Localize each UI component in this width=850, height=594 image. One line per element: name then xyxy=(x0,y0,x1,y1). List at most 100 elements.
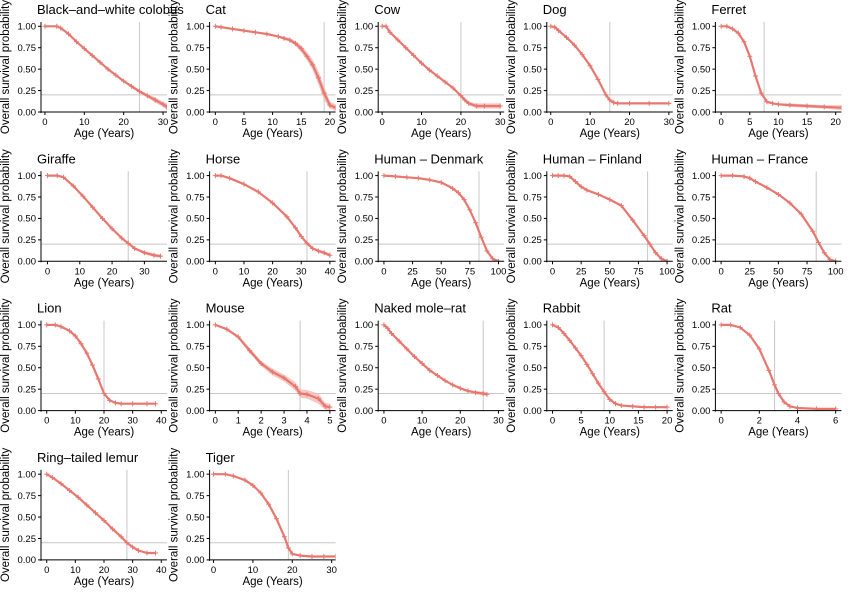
y-axis-label: Overall survival probability xyxy=(169,448,181,582)
x-tick-label: 20 xyxy=(456,117,467,128)
x-tick-label: 15 xyxy=(802,117,813,128)
censor-mark xyxy=(258,490,264,496)
x-axis-label: Age (Years) xyxy=(748,277,808,289)
y-tick-label: 0.50 xyxy=(355,214,374,225)
censor-mark xyxy=(626,100,632,106)
censor-mark xyxy=(490,256,496,262)
censor-mark xyxy=(58,25,64,31)
censor-mark xyxy=(293,40,299,46)
censor-mark xyxy=(58,324,64,330)
x-tick-label: 0 xyxy=(213,266,218,277)
x-tick-label: 10 xyxy=(585,117,596,128)
censor-mark xyxy=(630,403,636,409)
x-tick-label: 20 xyxy=(118,117,129,128)
confidence-band xyxy=(552,175,668,262)
x-tick-label: 75 xyxy=(633,266,644,277)
censor-mark xyxy=(838,105,842,111)
y-tick-label: 0.25 xyxy=(18,86,37,97)
y-tick-label: 0.00 xyxy=(18,555,37,566)
censor-mark xyxy=(275,34,281,40)
censor-mark xyxy=(601,389,607,395)
censor-mark xyxy=(107,397,113,403)
censor-mark xyxy=(144,93,150,99)
x-tick-label: 50 xyxy=(605,266,616,277)
censor-mark xyxy=(247,348,253,354)
censor-mark xyxy=(618,402,624,408)
panel-title: Tiger xyxy=(206,450,236,465)
x-tick-label: 25 xyxy=(407,266,418,277)
censor-mark xyxy=(84,502,90,508)
censor-mark xyxy=(775,390,781,396)
y-tick-label: 0.00 xyxy=(186,257,205,268)
censor-mark xyxy=(333,553,336,559)
censor-mark xyxy=(44,471,50,477)
censor-mark xyxy=(304,391,310,397)
censor-mark xyxy=(153,550,159,556)
y-tick-label: 0.25 xyxy=(186,235,205,246)
censor-mark xyxy=(747,175,753,181)
censor-mark xyxy=(101,517,107,523)
censor-mark xyxy=(95,376,101,382)
x-tick-label: 50 xyxy=(436,266,447,277)
censor-mark xyxy=(587,63,593,69)
censor-mark xyxy=(49,475,55,481)
confidence-band xyxy=(215,324,330,411)
censor-mark xyxy=(775,191,781,197)
panel-6: Horse 0.00 0.25 0.50 0.75 1.00 0 10 20 30 40 Age (Y… xyxy=(169,149,336,289)
censor-mark xyxy=(411,52,417,58)
censor-mark xyxy=(158,253,164,259)
y-tick-label: 0.75 xyxy=(355,43,374,54)
panel-16: Tiger 0.00 0.25 0.50 0.75 1.00 0 10 20 30 Age (Yea… xyxy=(169,448,337,588)
censor-mark xyxy=(90,362,96,368)
censor-mark xyxy=(285,545,291,551)
censor-mark xyxy=(118,401,124,407)
censor-mark xyxy=(81,46,87,52)
censor-mark xyxy=(647,241,653,247)
y-axis-label: Overall survival probability xyxy=(506,298,518,432)
censor-mark xyxy=(607,197,613,203)
censor-mark xyxy=(212,322,218,328)
x-tick-label: 100 xyxy=(828,266,844,277)
censor-mark xyxy=(395,37,401,43)
y-tick-label: 0.00 xyxy=(355,406,374,417)
censor-mark xyxy=(310,62,316,68)
censor-mark xyxy=(61,174,67,180)
y-tick-label: 0.50 xyxy=(692,214,711,225)
x-tick-label: 100 xyxy=(659,266,675,277)
x-axis-label: Age (Years) xyxy=(74,128,134,140)
censor-mark xyxy=(595,76,601,82)
censor-mark xyxy=(227,175,233,181)
censor-mark xyxy=(718,322,724,328)
x-tick-label: 10 xyxy=(773,117,784,128)
x-tick-label: 30 xyxy=(127,416,138,427)
x-axis-label: Age (Years) xyxy=(580,427,640,439)
censor-mark xyxy=(235,334,241,340)
censor-mark xyxy=(84,350,90,356)
x-tick-label: 10 xyxy=(79,117,90,128)
censor-mark xyxy=(741,39,747,45)
censor-mark xyxy=(724,23,730,29)
censor-mark xyxy=(304,240,310,246)
censor-mark xyxy=(218,173,224,179)
y-tick-label: 0.50 xyxy=(18,64,37,75)
censor-mark xyxy=(105,66,111,72)
censor-mark xyxy=(427,367,433,373)
x-tick-label: 1 xyxy=(236,416,241,427)
censor-mark xyxy=(52,322,58,328)
x-tick-label: 0 xyxy=(381,416,386,427)
x-tick-label: 10 xyxy=(70,565,81,576)
censor-mark xyxy=(578,184,584,190)
y-tick-label: 0.50 xyxy=(355,363,374,374)
confidence-band xyxy=(721,324,836,410)
censor-mark xyxy=(309,553,315,559)
censor-mark xyxy=(258,360,264,366)
censor-mark xyxy=(144,550,150,556)
y-tick-label: 0.75 xyxy=(523,342,542,353)
censor-mark xyxy=(396,338,402,344)
y-axis-label: Overall survival probability xyxy=(506,149,518,283)
survival-curve xyxy=(721,25,842,109)
x-tick-label: 20 xyxy=(99,416,110,427)
y-tick-label: 0.00 xyxy=(523,257,542,268)
panel-3: Dog 0.00 0.25 0.50 0.75 1.00 0 10 20 30 Age (Years… xyxy=(506,0,674,140)
x-tick-label: 30 xyxy=(158,117,169,128)
